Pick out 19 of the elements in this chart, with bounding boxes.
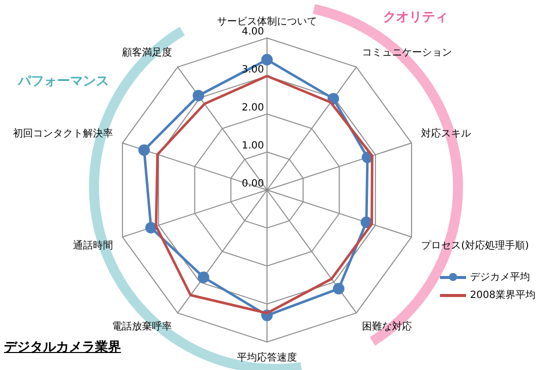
spoke-label: サービス体制について [217,16,317,28]
y-tick-label: 0.00 [242,178,264,190]
spoke-label: 困難な対応 [362,320,412,333]
spoke-label: 電話放棄呼率 [112,320,172,333]
spoke-label: 顧客満足度 [122,46,172,59]
y-tick-label: 1.00 [242,140,264,152]
y-tick-label: 4.00 [242,26,264,38]
spoke-label: コミュニケーション [362,48,452,59]
text: クオリティ [383,9,448,26]
legend-label: デジカメ平均 [470,271,530,284]
spoke-label: 初回コンタクト解決率 [12,128,113,140]
spoke-label: 対応スキル [421,128,472,140]
legend-label: 2008業界平均 [470,288,536,302]
text: パフォーマンス [18,73,109,90]
spoke-label: プロセス(対応処理手順) [421,240,529,252]
spoke-label: 通話時間 [72,240,113,252]
y-tick-label: 2.00 [242,102,264,114]
text: デジタルカメラ業界 [4,339,121,356]
spoke-label: 平均応答速度 [237,352,297,364]
